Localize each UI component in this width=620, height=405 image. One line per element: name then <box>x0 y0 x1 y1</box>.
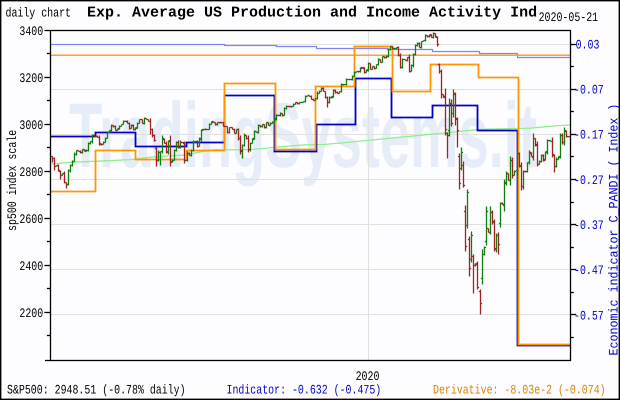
svg-text:3200: 3200 <box>19 71 43 86</box>
svg-text:-0.37: -0.37 <box>574 218 604 233</box>
svg-text:3400: 3400 <box>19 24 43 39</box>
svg-text:3000: 3000 <box>19 118 43 133</box>
svg-text:2800: 2800 <box>19 165 43 180</box>
svg-text:sp500 index scale: sp500 index scale <box>5 130 20 231</box>
svg-text:0.03: 0.03 <box>576 37 600 52</box>
svg-text:Indicator: -0.632 (-0.475): Indicator: -0.632 (-0.475) <box>227 383 382 398</box>
svg-text:Derivative: -8.03e-2 (-0.074): Derivative: -8.03e-2 (-0.074) <box>433 383 606 398</box>
svg-text:-0.07: -0.07 <box>574 83 604 98</box>
svg-text:daily chart: daily chart <box>6 5 71 20</box>
svg-text:TradingSystems.it: TradingSystems.it <box>69 85 537 187</box>
svg-text:2400: 2400 <box>19 259 43 274</box>
svg-text:-0.27: -0.27 <box>574 173 604 188</box>
svg-text:-0.47: -0.47 <box>574 263 604 278</box>
svg-text:-0.17: -0.17 <box>574 128 604 143</box>
svg-text:-0.57: -0.57 <box>574 308 604 323</box>
svg-text:2600: 2600 <box>19 212 43 227</box>
svg-text:2020-05-21: 2020-05-21 <box>539 10 599 25</box>
svg-text:Economic indicator C_PANDI ( I: Economic indicator C_PANDI ( Index ) <box>607 104 620 356</box>
svg-text:2200: 2200 <box>19 306 43 321</box>
svg-text:Exp. Average US Production and: Exp. Average US Production and Income Ac… <box>87 5 537 22</box>
svg-text:S&P500: 2948.51 (-0.78% daily): S&P500: 2948.51 (-0.78% daily) <box>7 383 186 398</box>
